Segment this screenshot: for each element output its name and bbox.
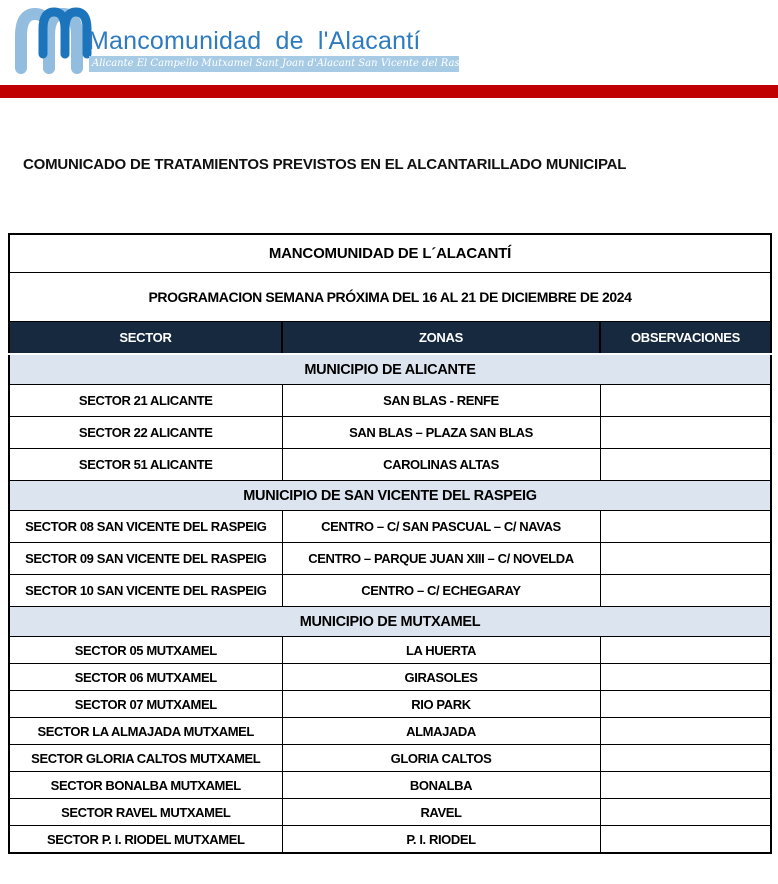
table-row: SECTOR 22 ALICANTE SAN BLAS – PLAZA SAN … xyxy=(8,416,772,449)
observaciones-cell xyxy=(599,690,772,718)
sector-cell: SECTOR 08 SAN VICENTE DEL RASPEIG xyxy=(8,510,283,543)
table-row: SECTOR P. I. RIODEL MUTXAMEL P. I. RIODE… xyxy=(8,825,772,854)
sector-cell: SECTOR 06 MUTXAMEL xyxy=(8,663,283,691)
observaciones-cell xyxy=(599,771,772,799)
zonas-cell: CENTRO – PARQUE JUAN XIII – C/ NOVELDA xyxy=(281,542,601,575)
section-title: MUNICIPIO DE MUTXAMEL xyxy=(8,606,772,637)
section-title: MUNICIPIO DE SAN VICENTE DEL RASPEIG xyxy=(8,480,772,511)
sector-cell: SECTOR RAVEL MUTXAMEL xyxy=(8,798,283,826)
redaction-bar xyxy=(0,85,778,98)
section-band-alicante: MUNICIPIO DE ALICANTE xyxy=(8,353,772,385)
table-row: SECTOR 06 MUTXAMEL GIRASOLES xyxy=(8,663,772,691)
observaciones-cell xyxy=(599,663,772,691)
zonas-cell: ALMAJADA xyxy=(281,717,601,745)
table-title-row: MANCOMUNIDAD DE L´ALACANTÍ xyxy=(8,233,772,273)
sector-cell: SECTOR 09 SAN VICENTE DEL RASPEIG xyxy=(8,542,283,575)
table-row: SECTOR RAVEL MUTXAMEL RAVEL xyxy=(8,798,772,826)
table-title: MANCOMUNIDAD DE L´ALACANTÍ xyxy=(8,233,772,273)
observaciones-cell xyxy=(599,574,772,607)
zonas-cell: GLORIA CALTOS xyxy=(281,744,601,772)
table-row: SECTOR 10 SAN VICENTE DEL RASPEIG CENTRO… xyxy=(8,574,772,607)
section-title: MUNICIPIO DE ALICANTE xyxy=(8,353,772,385)
table-row: SECTOR GLORIA CALTOS MUTXAMEL GLORIA CAL… xyxy=(8,744,772,772)
brand-title: Mancomunidad de l'Alacantí xyxy=(88,27,421,55)
zonas-cell: CAROLINAS ALTAS xyxy=(281,448,601,481)
observaciones-cell xyxy=(599,717,772,745)
observaciones-cell xyxy=(599,744,772,772)
zonas-cell: P. I. RIODEL xyxy=(281,825,601,854)
sector-cell: SECTOR LA ALMAJADA MUTXAMEL xyxy=(8,717,283,745)
zonas-cell: BONALBA xyxy=(281,771,601,799)
observaciones-cell xyxy=(599,636,772,664)
observaciones-cell xyxy=(599,448,772,481)
sector-cell: SECTOR P. I. RIODEL MUTXAMEL xyxy=(8,825,283,854)
sector-cell: SECTOR 07 MUTXAMEL xyxy=(8,690,283,718)
sector-cell: SECTOR GLORIA CALTOS MUTXAMEL xyxy=(8,744,283,772)
observaciones-cell xyxy=(599,384,772,417)
table-row: SECTOR 08 SAN VICENTE DEL RASPEIG CENTRO… xyxy=(8,510,772,543)
column-header-row: SECTOR ZONAS OBSERVACIONES xyxy=(8,321,772,355)
column-header-observaciones: OBSERVACIONES xyxy=(598,321,772,355)
column-header-zonas: ZONAS xyxy=(281,321,601,355)
table-row: SECTOR 09 SAN VICENTE DEL RASPEIG CENTRO… xyxy=(8,542,772,575)
table-row: SECTOR 21 ALICANTE SAN BLAS - RENFE xyxy=(8,384,772,417)
zonas-cell: RAVEL xyxy=(281,798,601,826)
table-row: SECTOR LA ALMAJADA MUTXAMEL ALMAJADA xyxy=(8,717,772,745)
observaciones-cell xyxy=(599,416,772,449)
sector-cell: SECTOR 51 ALICANTE xyxy=(8,448,283,481)
zonas-cell: SAN BLAS - RENFE xyxy=(281,384,601,417)
document-title: COMUNICADO DE TRATAMIENTOS PREVISTOS EN … xyxy=(23,156,627,173)
observaciones-cell xyxy=(599,542,772,575)
zonas-cell: GIRASOLES xyxy=(281,663,601,691)
zonas-cell: LA HUERTA xyxy=(281,636,601,664)
table-row: SECTOR BONALBA MUTXAMEL BONALBA xyxy=(8,771,772,799)
column-header-sector: SECTOR xyxy=(8,321,283,355)
zonas-cell: CENTRO – C/ SAN PASCUAL – C/ NAVAS xyxy=(281,510,601,543)
sector-cell: SECTOR BONALBA MUTXAMEL xyxy=(8,771,283,799)
table-subtitle: PROGRAMACION SEMANA PRÓXIMA DEL 16 AL 21… xyxy=(8,272,772,322)
zonas-cell: SAN BLAS – PLAZA SAN BLAS xyxy=(281,416,601,449)
zonas-cell: RIO PARK xyxy=(281,690,601,718)
mancomunidad-logo-icon xyxy=(12,6,92,76)
observaciones-cell xyxy=(599,825,772,854)
sector-cell: SECTOR 22 ALICANTE xyxy=(8,416,283,449)
sector-cell: SECTOR 21 ALICANTE xyxy=(8,384,283,417)
observaciones-cell xyxy=(599,798,772,826)
sector-cell: SECTOR 10 SAN VICENTE DEL RASPEIG xyxy=(8,574,283,607)
table-row: SECTOR 51 ALICANTE CAROLINAS ALTAS xyxy=(8,448,772,481)
schedule-table: MANCOMUNIDAD DE L´ALACANTÍ PROGRAMACION … xyxy=(8,233,773,854)
sector-cell: SECTOR 05 MUTXAMEL xyxy=(8,636,283,664)
table-row: SECTOR 05 MUTXAMEL LA HUERTA xyxy=(8,636,772,664)
observaciones-cell xyxy=(599,510,772,543)
section-band-mutxamel: MUNICIPIO DE MUTXAMEL xyxy=(8,606,772,637)
brand-municipalities-strip: Alicante El Campello Mutxamel Sant Joan … xyxy=(89,56,459,72)
table-subtitle-row: PROGRAMACION SEMANA PRÓXIMA DEL 16 AL 21… xyxy=(8,272,772,322)
zonas-cell: CENTRO – C/ ECHEGARAY xyxy=(281,574,601,607)
table-row: SECTOR 07 MUTXAMEL RIO PARK xyxy=(8,690,772,718)
section-band-san-vicente: MUNICIPIO DE SAN VICENTE DEL RASPEIG xyxy=(8,480,772,511)
